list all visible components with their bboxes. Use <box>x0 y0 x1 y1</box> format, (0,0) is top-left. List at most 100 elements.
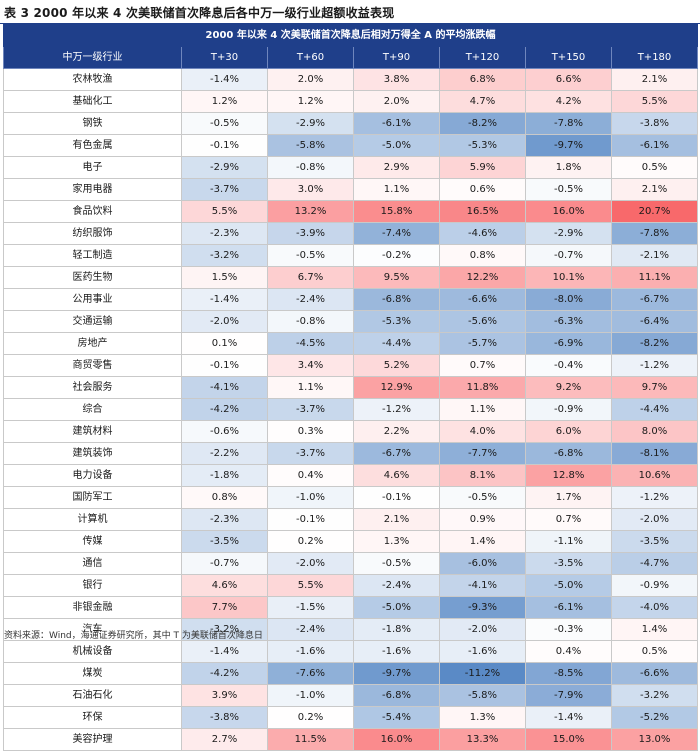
value-cell: 6.8% <box>439 68 526 91</box>
value-cell: 11.5% <box>267 728 354 751</box>
value-cell: -1.4% <box>525 706 612 729</box>
value-cell: -5.6% <box>439 310 526 333</box>
value-cell: -0.6% <box>181 420 268 443</box>
value-cell: 0.9% <box>439 508 526 531</box>
value-cell: 5.9% <box>439 156 526 179</box>
value-cell: -1.8% <box>181 464 268 487</box>
value-cell: 4.7% <box>439 90 526 113</box>
value-cell: 0.7% <box>525 508 612 531</box>
value-cell: 2.1% <box>611 68 698 91</box>
value-cell: -0.2% <box>353 244 440 267</box>
value-cell: -5.0% <box>353 134 440 157</box>
table-row: 建筑装饰 -2.2% -3.7% -6.7% -7.7% -6.8% -8.1% <box>3 442 698 465</box>
table-row: 农林牧渔 -1.4% 2.0% 3.8% 6.8% 6.6% 2.1% <box>3 68 698 91</box>
value-cell: 1.1% <box>439 398 526 421</box>
value-cell: 12.8% <box>525 464 612 487</box>
value-cell: -3.8% <box>181 706 268 729</box>
industry-name-cell: 电子 <box>3 156 182 179</box>
value-cell: -6.1% <box>611 134 698 157</box>
value-cell: -7.6% <box>267 662 354 685</box>
industry-name-cell: 纺织服饰 <box>3 222 182 245</box>
value-cell: 1.3% <box>439 706 526 729</box>
value-cell: 16.0% <box>525 200 612 223</box>
industry-name-cell: 石油石化 <box>3 684 182 707</box>
value-cell: -2.2% <box>181 442 268 465</box>
value-cell: 16.0% <box>353 728 440 751</box>
value-cell: 0.6% <box>439 178 526 201</box>
value-cell: 6.7% <box>267 266 354 289</box>
value-cell: -4.7% <box>611 552 698 575</box>
value-cell: 11.1% <box>611 266 698 289</box>
value-cell: -6.8% <box>525 442 612 465</box>
table-row: 医药生物 1.5% 6.7% 9.5% 12.2% 10.1% 11.1% <box>3 266 698 289</box>
column-header-t60: T+60 <box>267 46 354 69</box>
table-row: 国防军工 0.8% -1.0% -0.1% -0.5% 1.7% -1.2% <box>3 486 698 509</box>
value-cell: -1.1% <box>525 530 612 553</box>
value-cell: -5.2% <box>611 706 698 729</box>
table-row: 传媒 -3.5% 0.2% 1.3% 1.4% -1.1% -3.5% <box>3 530 698 553</box>
value-cell: 0.4% <box>267 464 354 487</box>
value-cell: -1.2% <box>611 354 698 377</box>
value-cell: -7.9% <box>525 684 612 707</box>
value-cell: 1.8% <box>525 156 612 179</box>
value-cell: -9.7% <box>353 662 440 685</box>
value-cell: -0.1% <box>181 134 268 157</box>
value-cell: 15.8% <box>353 200 440 223</box>
value-cell: -6.3% <box>525 310 612 333</box>
value-cell: 13.3% <box>439 728 526 751</box>
value-cell: -4.1% <box>181 376 268 399</box>
value-cell: -7.8% <box>611 222 698 245</box>
industry-name-cell: 美容护理 <box>3 728 182 751</box>
table-row: 纺织服饰 -2.3% -3.9% -7.4% -4.6% -2.9% -7.8% <box>3 222 698 245</box>
value-cell: -2.0% <box>439 618 526 641</box>
value-cell: -2.3% <box>181 508 268 531</box>
table-row: 计算机 -2.3% -0.1% 2.1% 0.9% 0.7% -2.0% <box>3 508 698 531</box>
value-cell: -2.0% <box>181 310 268 333</box>
value-cell: 11.8% <box>439 376 526 399</box>
industry-name-cell: 银行 <box>3 574 182 597</box>
value-cell: -0.5% <box>353 552 440 575</box>
value-cell: -11.2% <box>439 662 526 685</box>
value-cell: -1.0% <box>267 684 354 707</box>
value-cell: 10.6% <box>611 464 698 487</box>
value-cell: -6.7% <box>353 442 440 465</box>
value-cell: -0.8% <box>267 310 354 333</box>
value-cell: -2.3% <box>181 222 268 245</box>
industry-name-cell: 传媒 <box>3 530 182 553</box>
value-cell: -0.1% <box>353 486 440 509</box>
value-cell: 0.8% <box>181 486 268 509</box>
value-cell: -2.4% <box>353 574 440 597</box>
value-cell: -2.0% <box>267 552 354 575</box>
value-cell: 4.2% <box>525 90 612 113</box>
value-cell: -5.7% <box>439 332 526 355</box>
value-cell: -4.2% <box>181 398 268 421</box>
table-row: 交通运输 -2.0% -0.8% -5.3% -5.6% -6.3% -6.4% <box>3 310 698 333</box>
value-cell: 0.2% <box>267 530 354 553</box>
value-cell: 2.2% <box>353 420 440 443</box>
table-body: 农林牧渔 -1.4% 2.0% 3.8% 6.8% 6.6% 2.1% 基础化工 1.2% 1.2… <box>3 68 698 751</box>
column-header-t180: T+180 <box>611 46 698 69</box>
industry-name-cell: 通信 <box>3 552 182 575</box>
value-cell: -3.7% <box>267 442 354 465</box>
value-cell: 0.3% <box>267 420 354 443</box>
value-cell: 13.2% <box>267 200 354 223</box>
value-cell: 2.7% <box>181 728 268 751</box>
industry-name-cell: 房地产 <box>3 332 182 355</box>
table-row: 煤炭 -4.2% -7.6% -9.7% -11.2% -8.5% -6.6% <box>3 662 698 685</box>
value-cell: 1.4% <box>611 618 698 641</box>
value-cell: -6.6% <box>439 288 526 311</box>
table-row: 公用事业 -1.4% -2.4% -6.8% -6.6% -8.0% -6.7% <box>3 288 698 311</box>
value-cell: 0.7% <box>439 354 526 377</box>
value-cell: -6.1% <box>525 596 612 619</box>
value-cell: -5.4% <box>353 706 440 729</box>
value-cell: 12.2% <box>439 266 526 289</box>
industry-name-cell: 公用事业 <box>3 288 182 311</box>
value-cell: 0.8% <box>439 244 526 267</box>
table-title: 2000 年以来 4 次美联储首次降息后相对万得全 A 的平均涨跌幅 <box>3 24 698 47</box>
source-note: 资料来源：Wind，海通证券研究所，其中 T 为美联储首次降息日 <box>4 631 263 641</box>
value-cell: -3.2% <box>181 244 268 267</box>
value-cell: -7.4% <box>353 222 440 245</box>
value-cell: -3.2% <box>611 684 698 707</box>
table-row: 建筑材料 -0.6% 0.3% 2.2% 4.0% 6.0% 8.0% <box>3 420 698 443</box>
value-cell: -4.1% <box>439 574 526 597</box>
